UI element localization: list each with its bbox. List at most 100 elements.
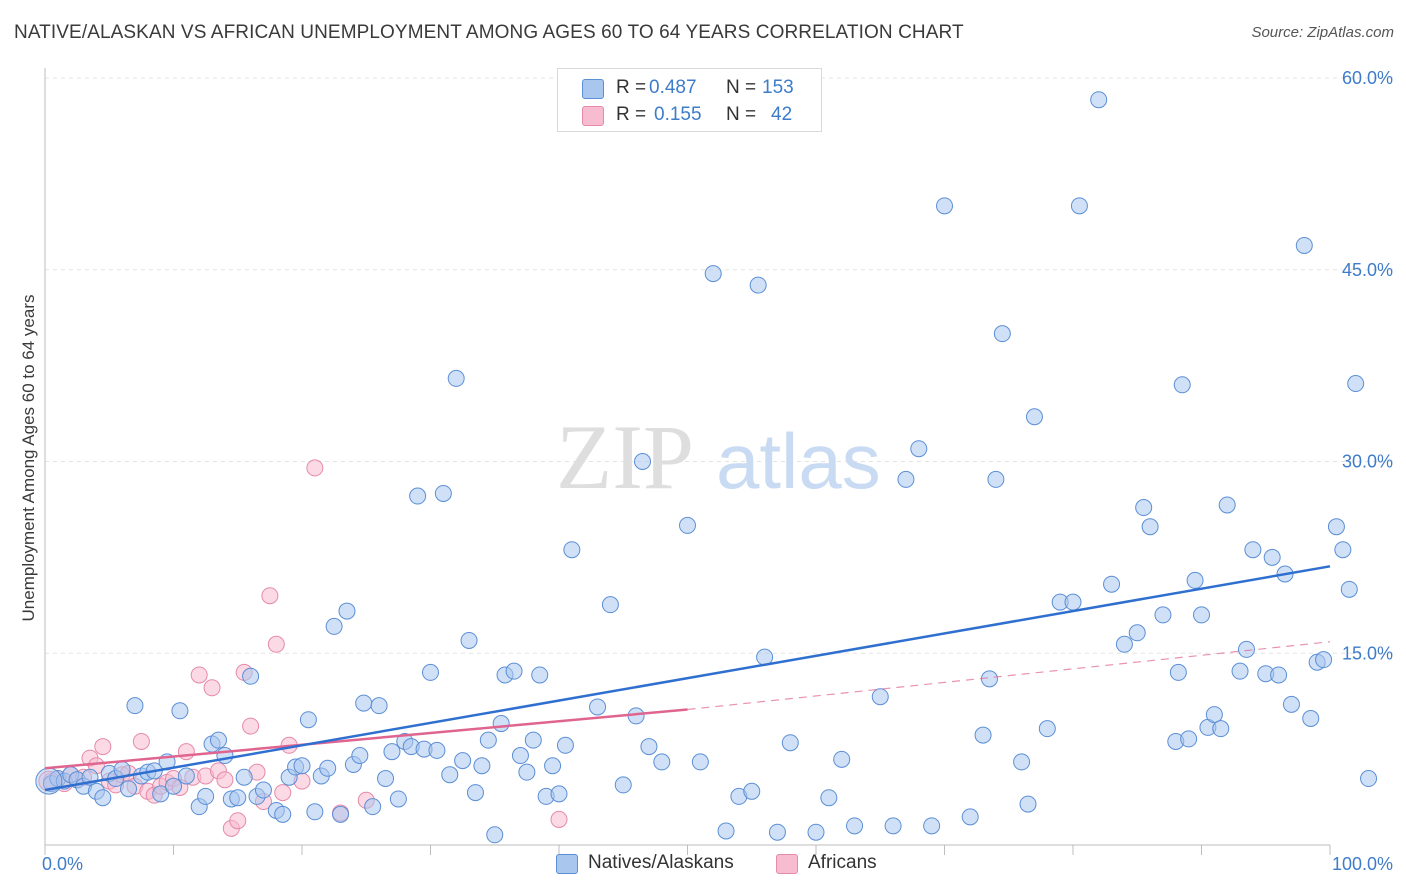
point-natives xyxy=(332,805,350,823)
point-natives xyxy=(1103,575,1121,593)
natives-points xyxy=(35,91,1378,844)
legend-swatch-pink xyxy=(582,106,604,126)
point-africans xyxy=(203,679,221,697)
point-natives xyxy=(409,487,427,505)
point-natives xyxy=(1038,720,1056,738)
point-natives xyxy=(749,276,767,294)
point-natives xyxy=(389,790,407,808)
legend-n-value: 42 xyxy=(771,104,793,125)
point-natives xyxy=(293,757,311,775)
axes xyxy=(44,68,1331,855)
point-natives xyxy=(1115,635,1133,653)
watermark: ZIP atlas xyxy=(556,406,881,508)
point-natives xyxy=(614,776,632,794)
point-natives xyxy=(94,789,112,807)
point-natives xyxy=(377,770,395,788)
point-natives xyxy=(556,736,574,754)
point-natives xyxy=(910,440,928,458)
point-natives xyxy=(1013,753,1031,771)
point-natives xyxy=(177,767,195,785)
legend-n-label: N = xyxy=(726,104,757,125)
point-natives xyxy=(679,516,696,534)
point-africans xyxy=(261,587,279,605)
point-natives xyxy=(165,777,182,795)
point-natives xyxy=(524,731,542,749)
point-natives xyxy=(338,602,356,620)
point-natives xyxy=(254,781,272,799)
y-axis-label: Unemployment Among Ages 60 to 64 years xyxy=(19,295,38,622)
point-natives xyxy=(820,789,838,807)
point-natives xyxy=(447,369,465,387)
point-natives xyxy=(505,662,523,680)
y-tick-label: 15.0% xyxy=(1342,643,1393,663)
legend-row-africans: R = 0.155 N = 42 xyxy=(558,102,821,130)
point-natives xyxy=(1295,236,1313,254)
point-africans xyxy=(306,459,324,477)
point-natives xyxy=(1347,375,1365,393)
trend-lines xyxy=(44,565,1331,792)
point-natives xyxy=(1270,666,1288,684)
point-natives xyxy=(1218,496,1236,514)
point-natives xyxy=(370,697,388,715)
point-africans xyxy=(229,812,247,830)
point-natives xyxy=(691,753,709,771)
point-natives xyxy=(299,711,317,729)
source-label: Source: ZipAtlas.com xyxy=(1251,24,1394,41)
point-natives xyxy=(229,789,247,807)
point-natives xyxy=(634,453,652,470)
point-natives xyxy=(563,541,581,559)
legend-n-value: 153 xyxy=(762,77,794,98)
point-natives xyxy=(1282,695,1300,713)
legend-row-natives: R = 0.487 N = 153 xyxy=(558,75,821,103)
point-natives xyxy=(704,265,722,283)
watermark-atlas: atlas xyxy=(716,417,881,505)
point-natives xyxy=(1244,541,1262,559)
point-natives xyxy=(1212,720,1230,738)
legend-r-label: R = xyxy=(616,77,647,98)
legend-swatch-africans xyxy=(776,854,798,874)
point-natives xyxy=(743,782,761,800)
point-natives xyxy=(216,747,234,765)
point-africans xyxy=(132,732,150,750)
point-natives xyxy=(987,470,1005,488)
point-natives xyxy=(274,805,292,823)
point-natives xyxy=(974,726,992,744)
point-natives xyxy=(1302,709,1320,727)
point-natives xyxy=(383,743,401,761)
point-natives xyxy=(589,698,607,716)
point-natives xyxy=(1064,593,1082,611)
x-tick-label-min: 0.0% xyxy=(42,854,83,874)
legend-swatch-blue xyxy=(582,79,604,99)
point-natives xyxy=(126,697,144,715)
legend-stats: R = 0.487 N = 153 R = 0.155 N = 42 xyxy=(557,68,822,132)
legend-r-value: 0.487 xyxy=(649,77,697,98)
y-tick-label: 30.0% xyxy=(1342,452,1393,472)
gridlines xyxy=(45,77,1393,654)
point-natives xyxy=(351,747,369,765)
point-natives xyxy=(961,808,979,826)
point-natives xyxy=(441,766,459,784)
point-natives xyxy=(1169,663,1187,681)
trend-africans-dashed xyxy=(687,641,1331,711)
point-natives xyxy=(531,666,549,684)
point-natives xyxy=(1315,651,1333,669)
point-natives xyxy=(768,823,786,841)
point-natives xyxy=(171,702,189,720)
point-natives xyxy=(460,631,478,649)
point-africans xyxy=(267,635,285,653)
point-africans xyxy=(550,810,568,828)
point-natives xyxy=(1135,499,1153,517)
point-natives xyxy=(319,759,337,777)
point-natives xyxy=(422,663,439,681)
legend-swatch-natives xyxy=(556,854,578,874)
point-natives xyxy=(1173,376,1191,394)
point-natives xyxy=(1186,571,1204,589)
point-natives xyxy=(306,803,324,821)
point-natives xyxy=(1180,730,1198,748)
point-natives xyxy=(1019,795,1037,813)
point-natives xyxy=(884,817,902,835)
point-natives xyxy=(1128,624,1146,642)
point-natives xyxy=(601,596,619,614)
point-natives xyxy=(1090,91,1108,109)
legend-n-label: N = xyxy=(726,77,757,98)
